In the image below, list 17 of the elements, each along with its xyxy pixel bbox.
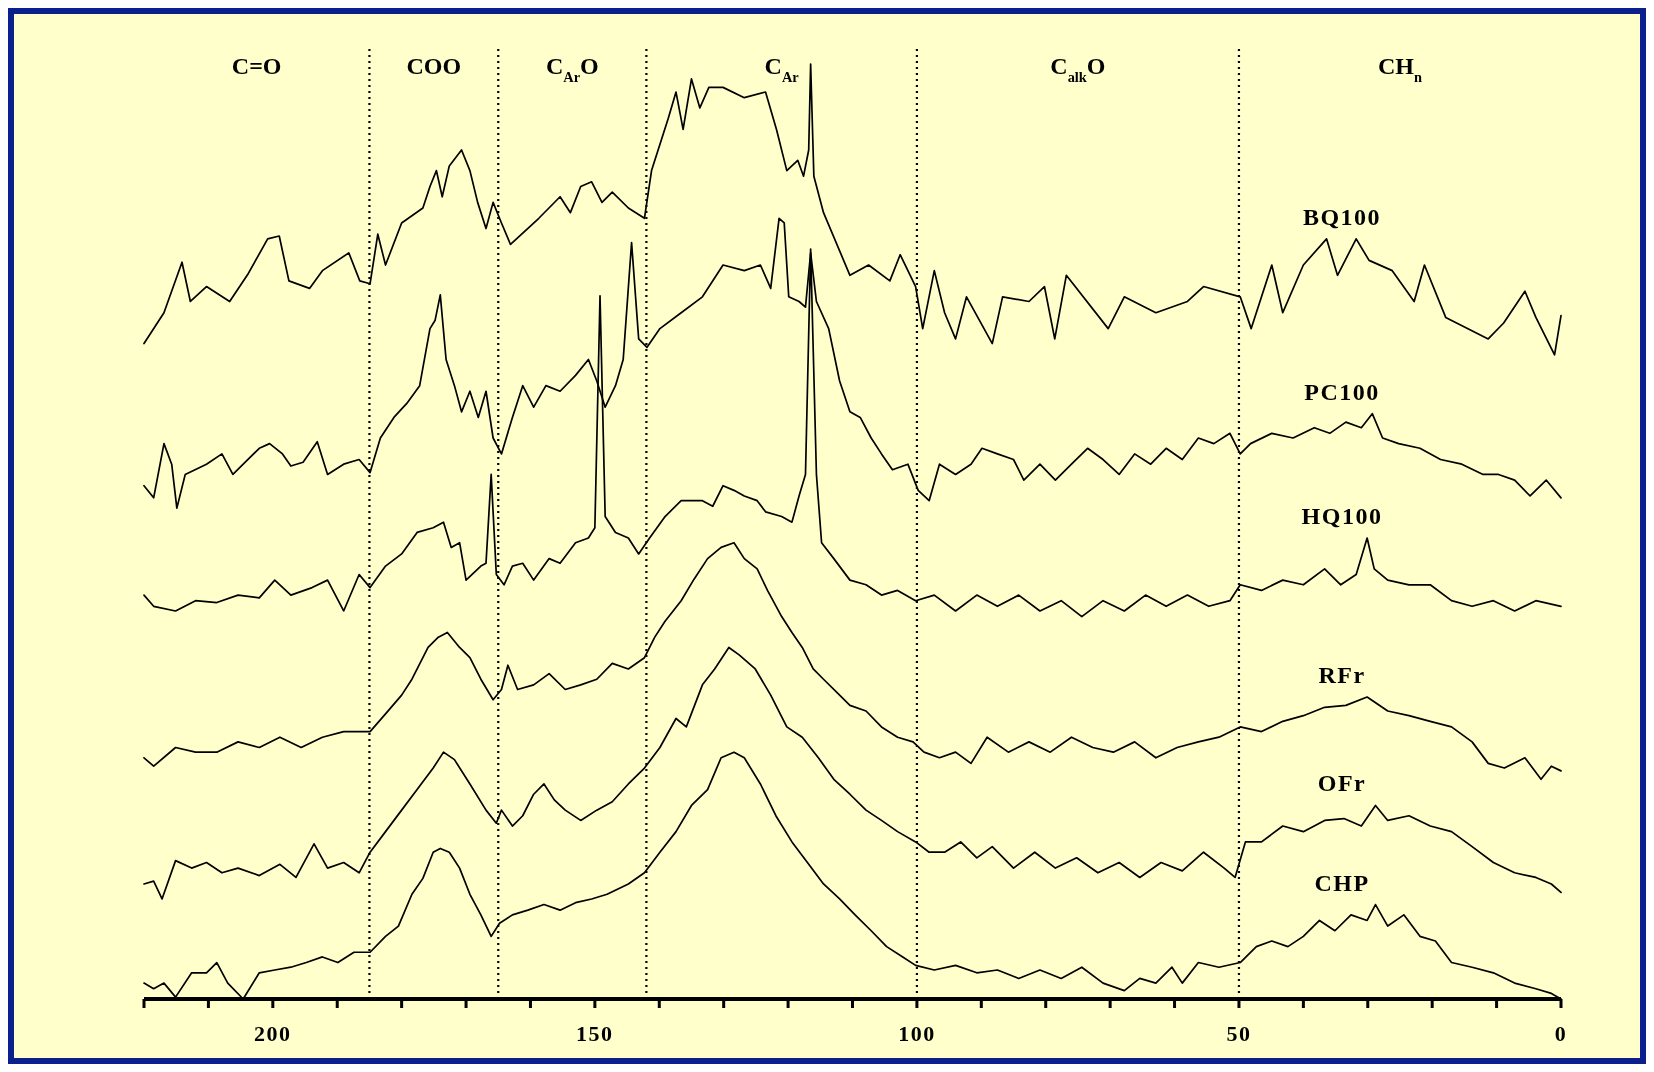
x-tick-label: 150 [576,1021,614,1046]
x-tick-label: 0 [1554,1021,1568,1046]
series-label: BQ100 [1302,203,1382,230]
x-tick-label: 100 [898,1021,936,1046]
annotation: C$_{Ar}$O [545,53,599,85]
series-label: RFr [1318,661,1366,688]
annotation: CH$_{n}$ [1377,53,1422,85]
annotation: COO [406,53,462,79]
annotation: C$_{alk}$O [1050,53,1106,85]
series-label: CHP [1314,869,1370,896]
series-label: HQ100 [1301,503,1383,530]
series-label: PC100 [1304,378,1380,405]
annotation: C=O [231,53,282,79]
x-tick-label: 200 [254,1021,292,1046]
series-label: OFr [1317,770,1367,797]
annotation: C$_{Ar}$ [764,53,800,85]
x-tick-label: 50 [1226,1021,1252,1046]
